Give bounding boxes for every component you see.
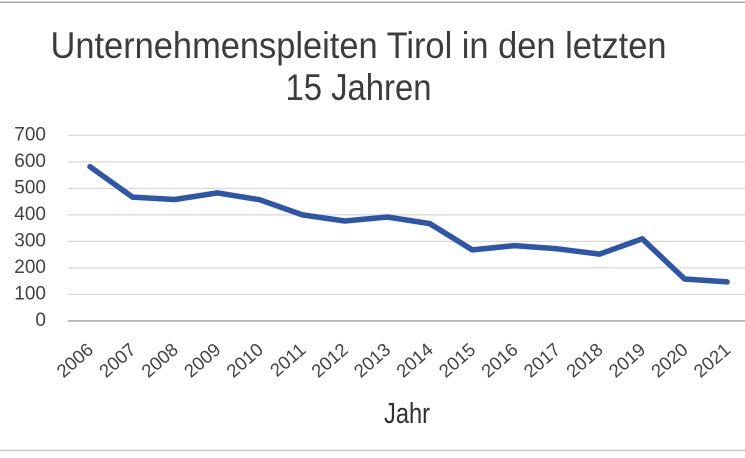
svg-text:200: 200 — [14, 257, 46, 278]
svg-text:500: 500 — [14, 178, 46, 199]
svg-text:700: 700 — [14, 125, 46, 146]
svg-text:15 Jahren: 15 Jahren — [286, 67, 432, 108]
svg-text:Unternehmenspleiten Tirol in d: Unternehmenspleiten Tirol in den letzten — [51, 25, 667, 66]
svg-text:0: 0 — [35, 310, 46, 331]
svg-text:300: 300 — [14, 231, 46, 252]
svg-text:400: 400 — [14, 204, 46, 225]
svg-text:Jahr: Jahr — [384, 398, 430, 430]
svg-text:100: 100 — [14, 284, 46, 305]
svg-text:600: 600 — [14, 151, 46, 172]
